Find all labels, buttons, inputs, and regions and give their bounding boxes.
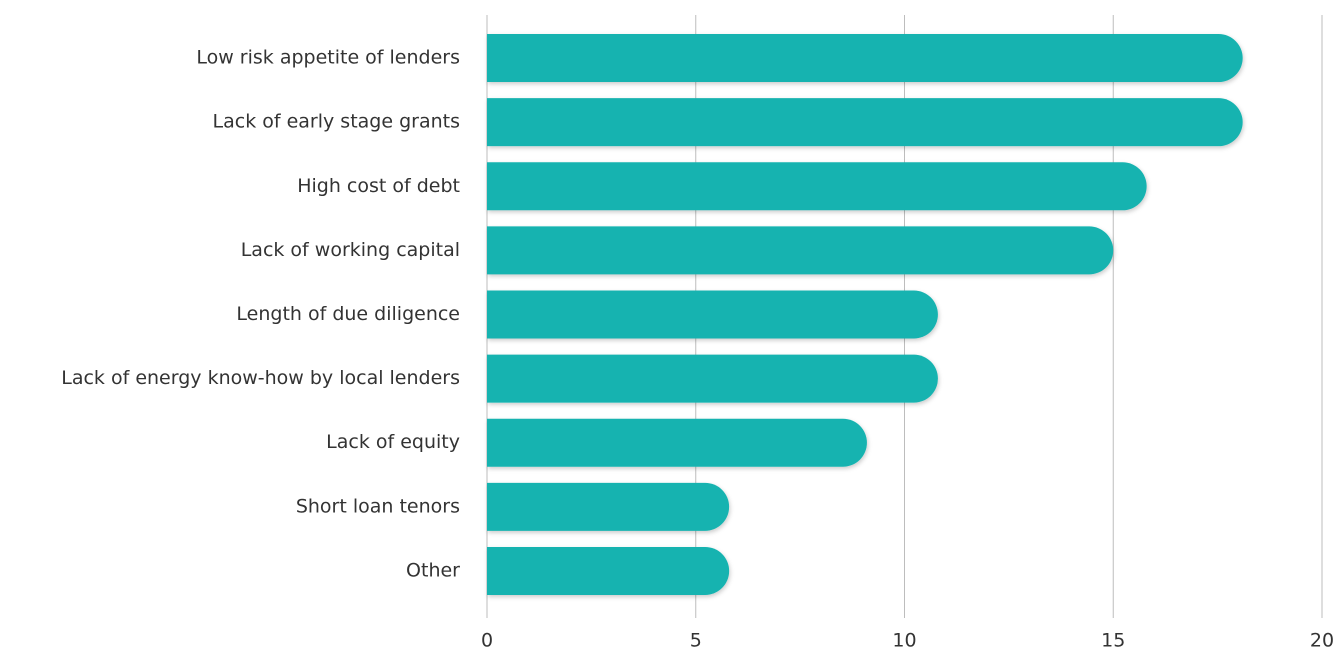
bar <box>487 290 938 339</box>
bar <box>487 98 1243 147</box>
bar <box>487 354 938 403</box>
x-tick-label: 0 <box>481 630 493 650</box>
bar <box>487 162 1147 211</box>
y-tick-label: Low risk appetite of lenders <box>196 47 460 69</box>
y-tick-label: Other <box>406 559 460 581</box>
x-tick-label: 10 <box>892 630 916 650</box>
bar <box>487 482 730 531</box>
y-tick-label: Lack of working capital <box>241 239 460 261</box>
y-tick-label: Lack of energy know-how by local lenders <box>61 367 460 389</box>
y-tick-label: Short loan tenors <box>296 495 460 517</box>
bar <box>487 546 730 595</box>
x-tick-label: 20 <box>1310 630 1334 650</box>
bar <box>487 34 1243 83</box>
bar <box>487 418 867 467</box>
y-tick-label: Length of due diligence <box>236 303 460 325</box>
y-tick-label: High cost of debt <box>297 175 460 197</box>
y-tick-label: Lack of equity <box>326 431 460 453</box>
y-tick-label: Lack of early stage grants <box>213 111 460 133</box>
bar <box>487 226 1114 275</box>
x-tick-label: 5 <box>690 630 702 650</box>
x-tick-label: 15 <box>1101 630 1125 650</box>
